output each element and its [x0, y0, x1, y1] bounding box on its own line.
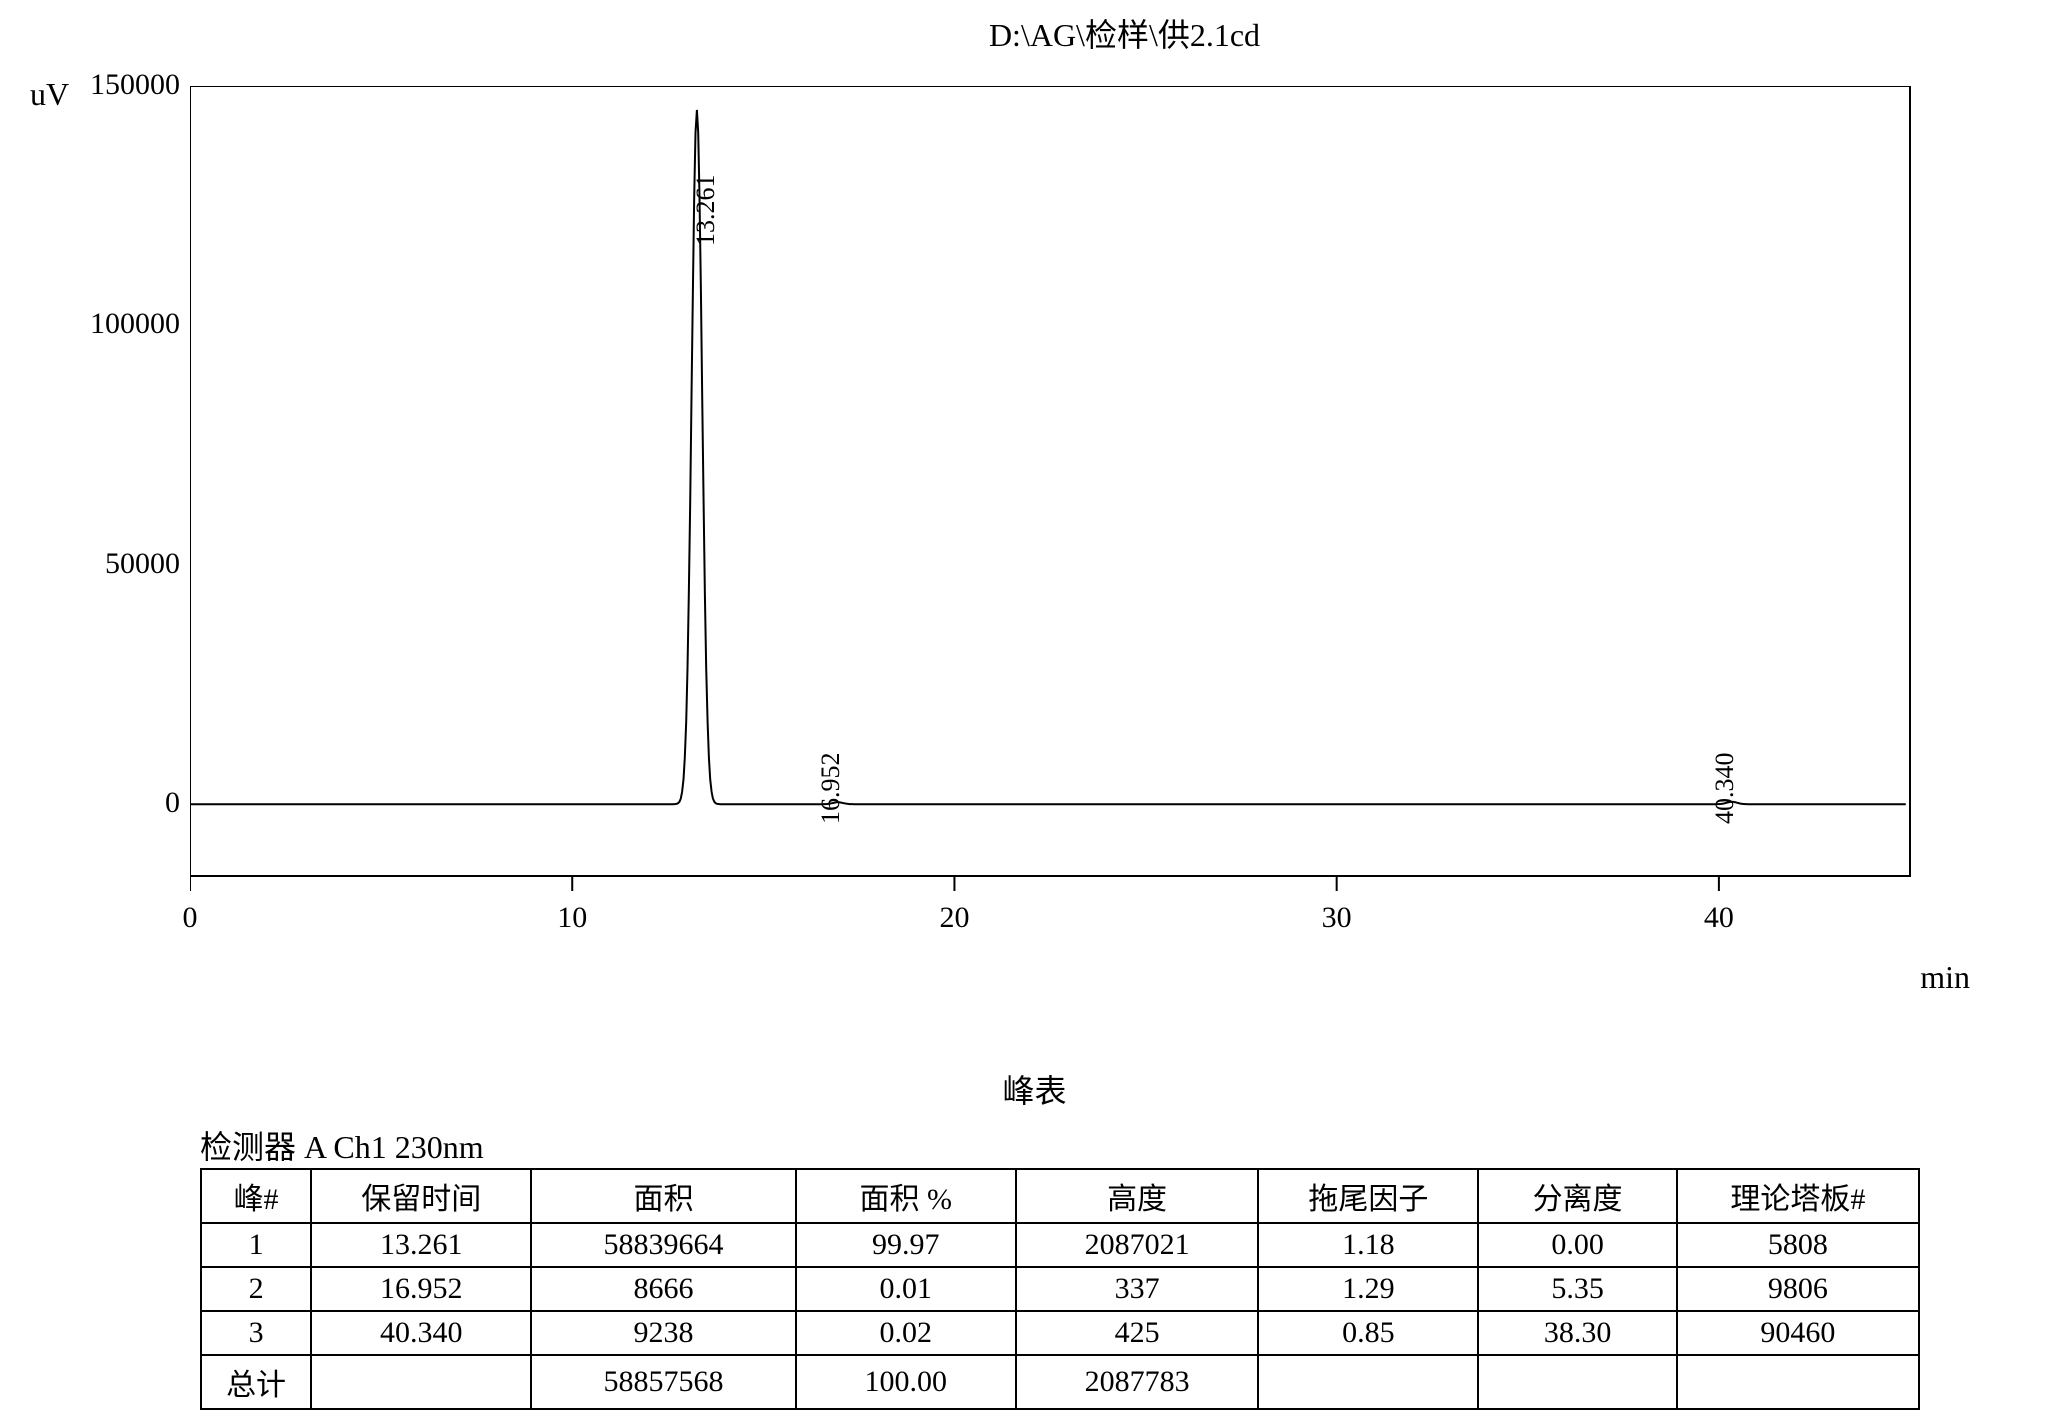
y-tick-label: 100000	[40, 307, 180, 341]
table-header-cell: 面积 %	[796, 1169, 1016, 1223]
table-cell: 16.952	[311, 1267, 531, 1311]
peak-label: 16.952	[816, 753, 846, 825]
y-tick-label: 150000	[40, 68, 180, 102]
table-cell: 58857568	[531, 1355, 795, 1409]
y-tick-label: 0	[40, 786, 180, 820]
table-header-cell: 保留时间	[311, 1169, 531, 1223]
table-cell: 58839664	[531, 1223, 795, 1267]
table-cell: 0.01	[796, 1267, 1016, 1311]
peak-table-title: 峰表	[10, 1066, 2059, 1112]
table-cell: 13.261	[311, 1223, 531, 1267]
table-cell: 2087783	[1016, 1355, 1258, 1409]
table-cell: 99.97	[796, 1223, 1016, 1267]
peak-label: 40.340	[1710, 753, 1740, 825]
x-tick-label: 0	[183, 901, 198, 935]
table-cell: 1.18	[1258, 1223, 1478, 1267]
table-cell: 2	[201, 1267, 311, 1311]
table-row: 113.2615883966499.9720870211.180.005808	[201, 1223, 1919, 1267]
detector-label: 检测器 A Ch1 230nm	[200, 1122, 2059, 1168]
table-cell: 337	[1016, 1267, 1258, 1311]
file-path-title: D:\AG\检样\供2.1cd	[190, 10, 2059, 56]
table-header-cell: 分离度	[1478, 1169, 1676, 1223]
table-cell: 总计	[201, 1355, 311, 1409]
table-cell: 5.35	[1478, 1267, 1676, 1311]
table-cell: 8666	[531, 1267, 795, 1311]
table-cell: 100.00	[796, 1355, 1016, 1409]
table-header-cell: 峰#	[201, 1169, 311, 1223]
table-header-cell: 理论塔板#	[1677, 1169, 1919, 1223]
table-cell	[311, 1355, 531, 1409]
peak-label: 13.261	[691, 175, 721, 247]
table-cell: 9806	[1677, 1267, 1919, 1311]
table-header-cell: 面积	[531, 1169, 795, 1223]
table-cell: 0.00	[1478, 1223, 1676, 1267]
chromatogram-chart: uV min 050000100000150000 010203040 13.2…	[190, 56, 1970, 936]
y-tick-label: 50000	[40, 547, 180, 581]
x-axis-label: min	[1920, 959, 1970, 996]
table-row: 总计 58857568100.002087783	[201, 1355, 1919, 1409]
table-header-cell: 高度	[1016, 1169, 1258, 1223]
table-cell: 1	[201, 1223, 311, 1267]
peak-table: 峰#保留时间面积面积 %高度拖尾因子分离度理论塔板# 113.261588396…	[200, 1168, 1920, 1410]
table-cell: 1.29	[1258, 1267, 1478, 1311]
table-cell: 5808	[1677, 1223, 1919, 1267]
table-header-cell: 拖尾因子	[1258, 1169, 1478, 1223]
table-row: 216.95286660.013371.295.359806	[201, 1267, 1919, 1311]
x-tick-label: 30	[1322, 901, 1352, 935]
table-cell: 2087021	[1016, 1223, 1258, 1267]
x-tick-label: 10	[557, 901, 587, 935]
x-tick-label: 40	[1704, 901, 1734, 935]
table-cell	[1677, 1355, 1919, 1409]
x-tick-label: 20	[939, 901, 969, 935]
table-cell	[1478, 1355, 1676, 1409]
chart-svg	[190, 86, 1970, 936]
table-cell	[1258, 1355, 1478, 1409]
